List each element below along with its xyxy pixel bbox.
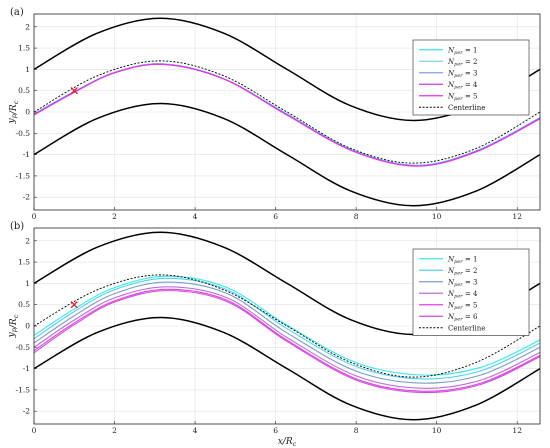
x-tick-label: 0 — [32, 212, 37, 221]
y-tick-label: -1.5 — [16, 171, 31, 180]
y-tick-label: -1.5 — [16, 385, 31, 394]
legend-label: Nper = 4 — [447, 81, 478, 91]
y-tick-label: 0.5 — [18, 300, 30, 309]
x-tick-label: 2 — [112, 426, 117, 435]
x-tick-label: 6 — [273, 426, 278, 435]
y-tick-label: 1 — [25, 65, 30, 74]
y-tick-label: -1 — [23, 364, 30, 373]
y-tick-label: -2 — [23, 193, 31, 202]
legend-item: Nper = 3 — [419, 69, 477, 79]
series-line-6 — [34, 290, 540, 394]
legend-label: Nper = 3 — [447, 278, 477, 288]
x-tick-label: 0 — [32, 426, 37, 435]
y-tick-label: 0.5 — [18, 86, 30, 95]
start-marker-stroke — [70, 87, 78, 95]
legend-label: Nper = 1 — [447, 255, 477, 265]
y-axis-label: yp/Rc — [7, 314, 20, 338]
legend-item: Nper = 1 — [419, 46, 477, 56]
legend-label: Nper = 5 — [447, 301, 477, 311]
legend-item: Nper = 5 — [419, 301, 477, 311]
series-line-3 — [34, 281, 540, 384]
legend-box — [412, 248, 530, 336]
y-tick-label: 1.5 — [18, 44, 30, 53]
x-tick-label: 10 — [432, 212, 442, 221]
plot-lines — [34, 17, 540, 207]
legend-label: Nper = 4 — [447, 290, 478, 300]
legend-item: Centerline — [419, 324, 485, 332]
legend-item: Nper = 4 — [419, 290, 478, 300]
y-tick-label: -0.5 — [16, 129, 31, 138]
x-tick-label: 6 — [273, 212, 278, 221]
start-marker — [70, 301, 78, 309]
legend-label: Nper = 6 — [447, 313, 478, 323]
series-line-2 — [34, 277, 540, 380]
legend-item: Nper = 5 — [419, 92, 477, 102]
legend-item: Nper = 1 — [419, 255, 477, 265]
start-marker — [70, 87, 78, 95]
series-line-1 — [34, 275, 540, 376]
y-tick-label: -1 — [23, 150, 30, 159]
legend-item: Nper = 6 — [419, 313, 478, 323]
legend-item: Nper = 3 — [419, 278, 477, 288]
legend-item: Centerline — [419, 104, 485, 112]
x-tick-label: 8 — [354, 212, 359, 221]
x-tick-label: 4 — [193, 426, 198, 435]
wall-lower-line — [34, 316, 540, 421]
legend-label: Nper = 3 — [447, 69, 477, 79]
x-tick-label: 10 — [432, 426, 442, 435]
y-tick-label: -2 — [23, 407, 31, 416]
legend-item: Nper = 2 — [419, 58, 477, 68]
panel-label: (a) — [10, 7, 24, 18]
wall-lower-line — [34, 102, 540, 207]
y-tick-label: 0 — [25, 108, 30, 117]
legend-item: Nper = 2 — [419, 267, 477, 277]
y-axis-label: yp/Rc — [7, 100, 20, 124]
legend-label: Nper = 2 — [447, 58, 477, 68]
series-line-5 — [34, 288, 540, 392]
start-marker-stroke — [70, 301, 78, 309]
y-tick-label: 2 — [25, 22, 30, 31]
x-tick-label: 12 — [512, 212, 522, 221]
panel-b: 0 2 4 6 8 10 12-2-1.5-1-0.500.511.52(b)yp/Rcx/… — [7, 221, 541, 448]
x-tick-label: 4 — [193, 212, 198, 221]
y-tick-label: 1.5 — [18, 258, 30, 267]
legend-label: Nper = 5 — [447, 92, 477, 102]
legend-label: Centerline — [448, 324, 485, 332]
legend-label: Nper = 2 — [447, 267, 477, 277]
panel-label: (b) — [10, 221, 24, 232]
panel-a: 0 2 4 6 8 10 12-2-1.5-1-0.500.511.52(a)yp/RcNp… — [7, 7, 541, 221]
y-tick-label: -0.5 — [16, 343, 31, 352]
y-tick-label: 1 — [25, 279, 30, 288]
legend-label: Centerline — [448, 104, 485, 112]
x-tick-label: 2 — [112, 212, 117, 221]
x-tick-label: 12 — [512, 426, 522, 435]
legend-label: Nper = 1 — [447, 46, 477, 56]
series-line-5 — [34, 63, 540, 167]
y-tick-label: 0 — [25, 322, 30, 331]
legend-item: Nper = 4 — [419, 81, 478, 91]
x-axis-label: x/Rc — [278, 437, 297, 448]
series-line-4 — [34, 286, 540, 389]
legend-box — [412, 39, 530, 116]
x-tick-label: 8 — [354, 426, 359, 435]
y-tick-label: 2 — [25, 236, 30, 245]
